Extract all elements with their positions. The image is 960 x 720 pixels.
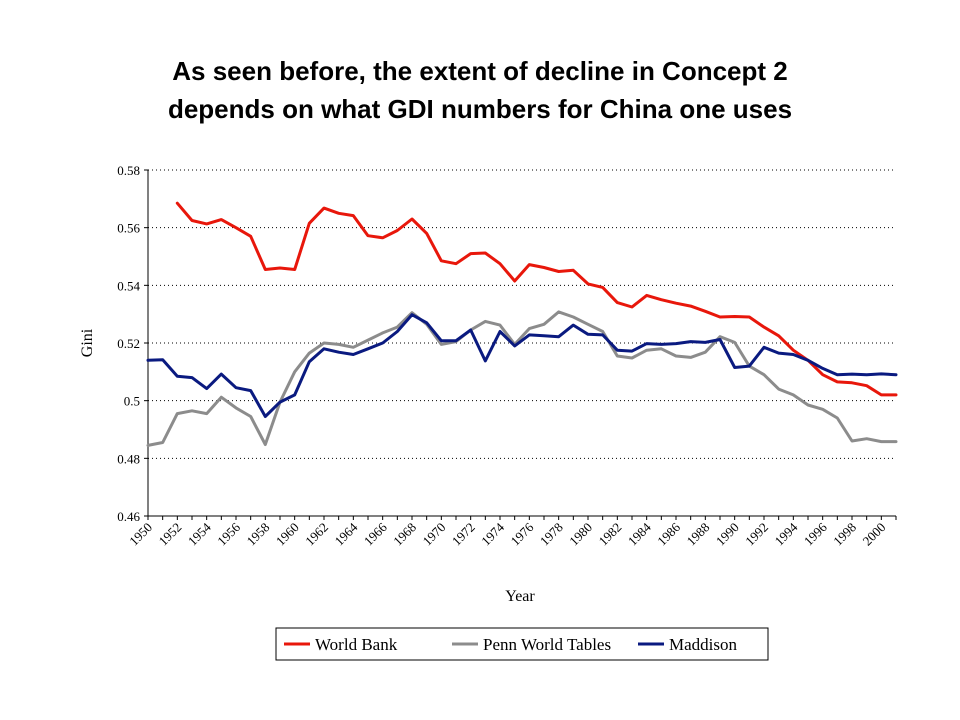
x-tick-label: 1964: [331, 519, 360, 548]
x-tick-label: 1982: [595, 520, 624, 549]
x-tick-label: 1988: [683, 520, 712, 549]
legend-label-penn-world-tables: Penn World Tables: [483, 635, 611, 654]
x-tick-label: 1956: [214, 519, 243, 548]
x-tick-label: 1984: [625, 519, 654, 548]
legend: World Bank Penn World Tables Maddison: [275, 627, 769, 661]
legend-items: World Bank Penn World Tables Maddison: [284, 635, 738, 654]
x-tick-label: 1954: [185, 519, 214, 548]
x-tick-label: 1958: [243, 520, 272, 549]
legend-label-maddison: Maddison: [669, 635, 738, 654]
x-axis-title: Year: [505, 588, 535, 605]
x-tick-label: 1976: [507, 519, 536, 548]
gridlines: [148, 169, 896, 459]
series-lines: [146, 201, 898, 447]
slide-title-line-1: As seen before, the extent of decline in…: [172, 56, 788, 86]
series-line-maddison: [146, 313, 898, 418]
y-axis-title: Gini: [79, 328, 96, 357]
y-axis-ticks: 0.46 0.48 0.5 0.52 0.54 0.56 0.58: [117, 163, 148, 524]
y-tick-label: 0.54: [117, 278, 140, 293]
y-tick-label: 0.52: [117, 336, 140, 351]
x-tick-label: 1992: [742, 520, 771, 549]
x-tick-label: 1962: [302, 520, 331, 549]
x-tick-label: 1960: [273, 520, 302, 549]
slide-title-line-2: depends on what GDI numbers for China on…: [167, 94, 793, 124]
y-tick-label: 0.48: [117, 451, 140, 466]
y-tick-label: 0.46: [117, 509, 140, 524]
y-tick-label: 0.56: [117, 221, 140, 236]
x-tick-label: 1978: [537, 520, 566, 549]
x-tick-label: 1980: [566, 520, 595, 549]
y-tick-label: 0.5: [124, 394, 140, 409]
x-tick-label: 1986: [654, 519, 683, 548]
x-tick-label: 1994: [771, 519, 800, 548]
x-tick-label: 1990: [713, 520, 742, 549]
series-line-penn-world-tables: [146, 310, 898, 447]
series-line-world-bank: [175, 201, 898, 397]
slide-title: As seen before, the extent of decline in…: [40, 52, 920, 128]
legend-label-world-bank: World Bank: [315, 635, 398, 654]
x-tick-label: 1998: [830, 520, 859, 549]
x-tick-label: 1970: [419, 520, 448, 549]
x-tick-label: 1966: [361, 519, 390, 548]
x-axis-ticks: 1950 1952 1954 1956 1958 1960 1962 1964 1966 1968…: [126, 516, 897, 549]
x-tick-label: 1996: [801, 519, 830, 548]
x-tick-label: 1968: [390, 520, 419, 549]
legend-box: [275, 627, 769, 661]
x-tick-label: 1972: [449, 520, 478, 549]
x-tick-label: 1974: [478, 519, 507, 548]
x-tick-label: 1952: [155, 520, 184, 549]
x-tick-label: 2000: [859, 520, 888, 549]
y-tick-label: 0.58: [117, 163, 140, 178]
